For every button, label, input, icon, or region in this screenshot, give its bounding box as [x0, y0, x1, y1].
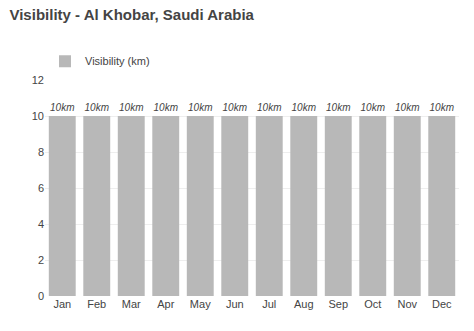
svg-text:Visibility (km): Visibility (km): [85, 55, 150, 67]
svg-text:12: 12: [32, 74, 44, 86]
svg-text:4: 4: [38, 218, 44, 230]
svg-text:Aug: Aug: [294, 298, 314, 310]
svg-text:10km: 10km: [292, 102, 316, 113]
svg-text:2: 2: [38, 254, 44, 266]
svg-text:10km: 10km: [188, 102, 212, 113]
svg-text:6: 6: [38, 182, 44, 194]
svg-text:10km: 10km: [257, 102, 281, 113]
svg-text:Sep: Sep: [328, 298, 348, 310]
svg-text:Feb: Feb: [87, 298, 106, 310]
svg-text:10km: 10km: [85, 102, 109, 113]
svg-text:Dec: Dec: [432, 298, 452, 310]
svg-text:Jan: Jan: [53, 298, 71, 310]
svg-text:8: 8: [38, 146, 44, 158]
svg-text:10km: 10km: [154, 102, 178, 113]
svg-text:10km: 10km: [50, 102, 74, 113]
svg-text:10km: 10km: [223, 102, 247, 113]
svg-text:May: May: [190, 298, 211, 310]
svg-text:0: 0: [38, 290, 44, 302]
svg-text:10km: 10km: [395, 102, 419, 113]
svg-text:Apr: Apr: [157, 298, 174, 310]
svg-text:10km: 10km: [361, 102, 385, 113]
svg-text:10km: 10km: [430, 102, 454, 113]
svg-text:Oct: Oct: [364, 298, 381, 310]
svg-text:10km: 10km: [119, 102, 143, 113]
svg-text:10km: 10km: [326, 102, 350, 113]
svg-text:Jul: Jul: [262, 298, 276, 310]
svg-text:10: 10: [32, 110, 44, 122]
svg-text:Visibility - Al Khobar, Saudi: Visibility - Al Khobar, Saudi Arabia: [9, 6, 254, 23]
svg-text:Mar: Mar: [122, 298, 141, 310]
svg-text:Jun: Jun: [226, 298, 244, 310]
svg-text:Nov: Nov: [397, 298, 417, 310]
